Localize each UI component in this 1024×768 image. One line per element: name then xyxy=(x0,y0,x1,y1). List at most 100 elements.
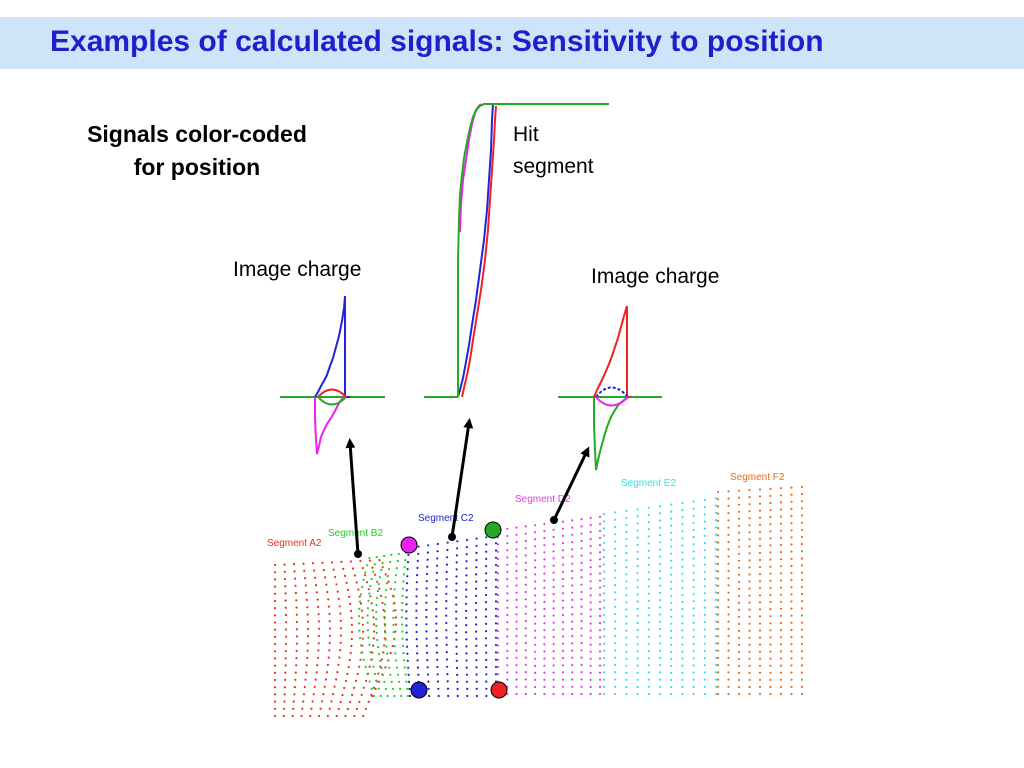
field-dot xyxy=(580,561,583,565)
field-dot xyxy=(602,512,606,516)
field-dot xyxy=(284,621,288,624)
arrow-right xyxy=(552,446,590,521)
field-dot xyxy=(273,700,277,703)
field-dot xyxy=(485,550,488,553)
field-dot xyxy=(346,707,349,711)
field-dot xyxy=(283,707,286,710)
field-dot xyxy=(692,621,695,624)
field-dot xyxy=(367,700,370,704)
field-dot xyxy=(465,659,468,662)
field-dot xyxy=(598,536,602,540)
field-dot xyxy=(365,679,368,682)
field-dot xyxy=(375,617,378,621)
field-dot xyxy=(647,521,650,524)
field-dot xyxy=(273,607,277,610)
field-dot xyxy=(332,693,335,696)
field-dot xyxy=(790,614,793,617)
field-dot xyxy=(465,538,469,542)
field-dot xyxy=(358,600,362,603)
field-dot xyxy=(670,615,673,618)
field-dot xyxy=(353,574,357,577)
field-dot xyxy=(524,641,527,645)
field-dot xyxy=(306,656,309,660)
field-dot xyxy=(714,576,718,580)
field-dot xyxy=(681,551,684,554)
field-dot xyxy=(515,620,518,623)
field-dot xyxy=(800,500,804,503)
field-dot xyxy=(561,613,565,617)
field-dot xyxy=(357,588,360,591)
field-dot xyxy=(300,714,303,718)
field-dot xyxy=(589,615,592,618)
field-dot xyxy=(515,562,518,565)
field-dot xyxy=(314,678,317,681)
field-dot xyxy=(602,577,606,580)
field-dot xyxy=(366,629,370,632)
field-dot xyxy=(737,538,741,541)
field-dot xyxy=(324,678,327,681)
field-dot xyxy=(758,537,762,540)
field-dot xyxy=(415,616,418,619)
field-dot xyxy=(506,570,509,574)
field-dot xyxy=(425,572,429,576)
field-dot xyxy=(790,507,793,510)
field-dot xyxy=(306,635,310,638)
field-dot xyxy=(368,665,371,668)
field-dot xyxy=(703,678,706,681)
field-dot xyxy=(758,594,762,597)
field-dot xyxy=(342,567,345,571)
field-dot xyxy=(692,600,695,603)
field-dot xyxy=(426,666,429,669)
field-dot xyxy=(475,587,478,590)
field-dot xyxy=(552,621,555,624)
field-dot xyxy=(475,673,478,676)
field-dot xyxy=(401,637,404,640)
field-dot xyxy=(703,520,706,523)
field-dot xyxy=(475,559,478,562)
field-dot xyxy=(602,548,606,552)
field-dot xyxy=(737,510,741,513)
field-dot xyxy=(769,671,772,674)
field-dot xyxy=(543,593,546,596)
field-dot xyxy=(614,525,617,529)
field-dot xyxy=(351,693,354,697)
field-dot xyxy=(658,519,662,522)
field-dot xyxy=(716,685,720,688)
field-dot xyxy=(494,607,498,610)
field-dot xyxy=(350,616,353,620)
field-dot xyxy=(670,524,673,527)
field-dot xyxy=(417,552,420,555)
field-dot xyxy=(394,609,397,612)
field-dot xyxy=(589,643,592,646)
field-dot xyxy=(790,692,793,696)
field-dot xyxy=(515,642,518,645)
field-dot xyxy=(748,489,751,492)
field-dot xyxy=(534,538,537,541)
field-dot xyxy=(727,685,730,688)
field-dot xyxy=(571,635,574,638)
field-dot xyxy=(356,672,359,676)
field-dot xyxy=(475,537,478,540)
field-dot xyxy=(436,680,440,683)
field-dot xyxy=(367,636,370,639)
field-dot xyxy=(400,694,403,698)
field-dot xyxy=(769,501,772,505)
field-dot xyxy=(636,614,639,618)
field-dot xyxy=(360,693,363,697)
field-dot xyxy=(769,558,772,561)
field-dot xyxy=(393,694,396,698)
field-dot xyxy=(485,622,488,626)
field-dot xyxy=(571,555,574,558)
field-dot xyxy=(647,542,650,545)
field-dot xyxy=(394,616,397,619)
field-dot xyxy=(571,541,574,544)
field-dot xyxy=(602,520,606,523)
field-dot xyxy=(602,541,606,544)
field-dot xyxy=(614,584,617,587)
field-dot xyxy=(543,629,546,632)
field-dot xyxy=(534,657,537,660)
field-dot xyxy=(598,544,602,547)
field-dot xyxy=(534,636,537,639)
field-dot xyxy=(494,593,498,596)
field-dot xyxy=(636,557,639,561)
